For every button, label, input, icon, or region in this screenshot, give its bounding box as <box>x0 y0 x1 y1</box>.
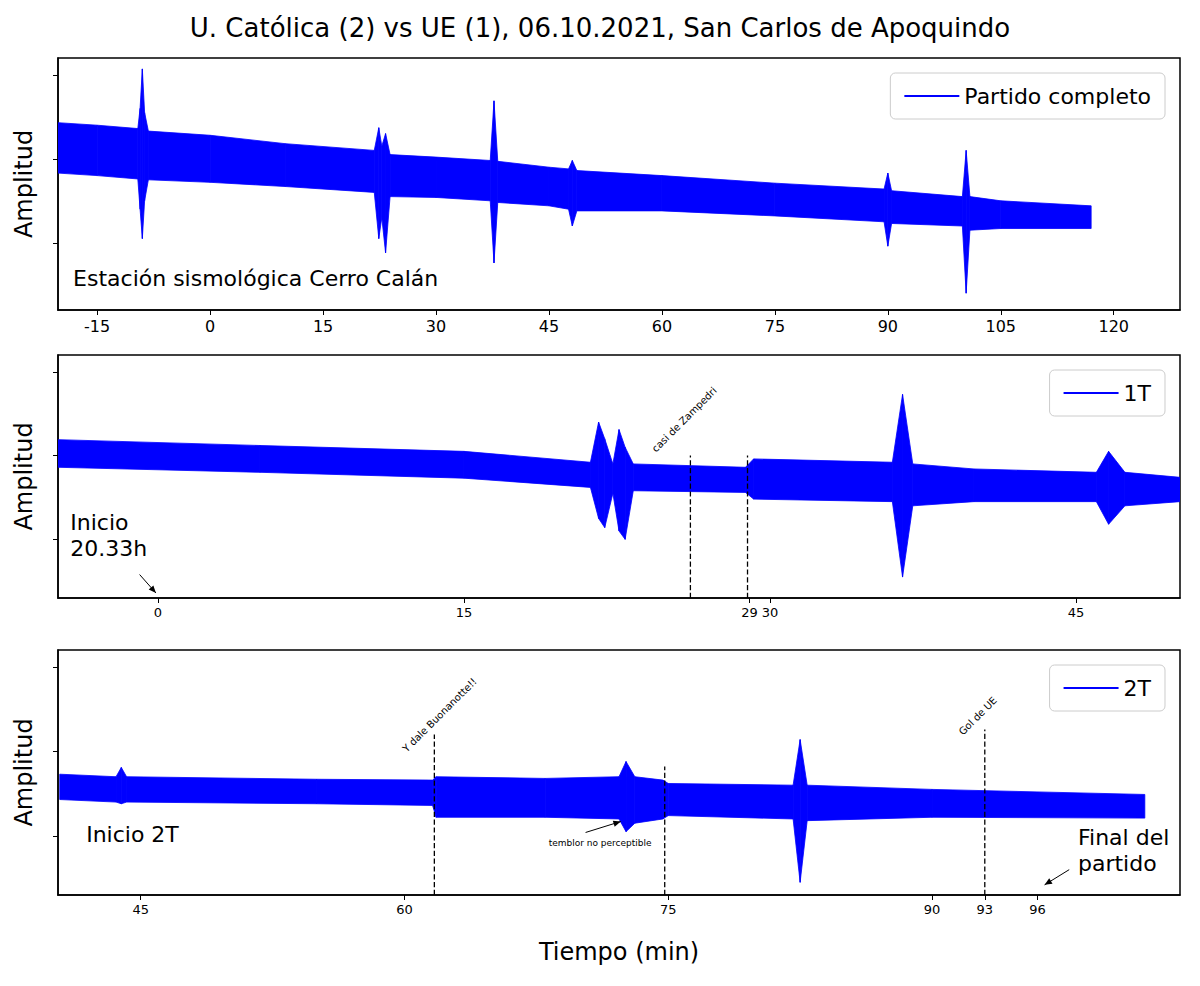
svg-text:casi de Zampedri: casi de Zampedri <box>650 385 719 454</box>
svg-text:partido: partido <box>1078 851 1157 876</box>
svg-text:0: 0 <box>154 605 162 620</box>
svg-text:20.33h: 20.33h <box>70 536 147 561</box>
svg-text:120: 120 <box>1098 317 1129 336</box>
svg-text:90: 90 <box>924 902 941 917</box>
svg-text:90: 90 <box>878 317 898 336</box>
svg-text:75: 75 <box>765 317 785 336</box>
svg-text:Gol de UE: Gol de UE <box>957 695 999 737</box>
svg-text:Y dale Buonanotte!!: Y dale Buonanotte!! <box>400 676 479 755</box>
svg-text:30: 30 <box>426 317 446 336</box>
svg-text:1T: 1T <box>1124 381 1152 406</box>
svg-text:temblor no perceptible: temblor no perceptible <box>549 838 652 848</box>
svg-text:45: 45 <box>132 902 149 917</box>
svg-text:-15: -15 <box>84 317 110 336</box>
svg-text:93: 93 <box>977 902 994 917</box>
svg-text:Amplitud: Amplitud <box>10 130 38 238</box>
svg-text:Amplitud: Amplitud <box>10 718 38 826</box>
svg-text:60: 60 <box>652 317 672 336</box>
svg-text:45: 45 <box>539 317 559 336</box>
svg-text:60: 60 <box>396 902 413 917</box>
svg-text:30: 30 <box>762 605 779 620</box>
svg-text:105: 105 <box>986 317 1017 336</box>
svg-text:75: 75 <box>660 902 677 917</box>
svg-text:Amplitud: Amplitud <box>10 422 38 530</box>
svg-text:Estación sismológica Cerro Cal: Estación sismológica Cerro Calán <box>73 266 438 291</box>
svg-text:0: 0 <box>205 317 215 336</box>
svg-text:15: 15 <box>313 317 333 336</box>
svg-text:Partido completo: Partido completo <box>964 84 1151 109</box>
svg-text:96: 96 <box>1029 902 1046 917</box>
svg-text:U. Católica (2) vs UE (1), 06.: U. Católica (2) vs UE (1), 06.10.2021, S… <box>190 13 1010 43</box>
svg-text:45: 45 <box>1068 605 1085 620</box>
svg-text:Tiempo (min): Tiempo (min) <box>538 938 699 966</box>
svg-text:Inicio 2T: Inicio 2T <box>86 822 179 847</box>
svg-text:Final del: Final del <box>1078 825 1169 850</box>
svg-text:Inicio: Inicio <box>70 510 128 535</box>
svg-text:2T: 2T <box>1124 676 1152 701</box>
svg-text:29: 29 <box>741 605 758 620</box>
svg-text:15: 15 <box>456 605 473 620</box>
